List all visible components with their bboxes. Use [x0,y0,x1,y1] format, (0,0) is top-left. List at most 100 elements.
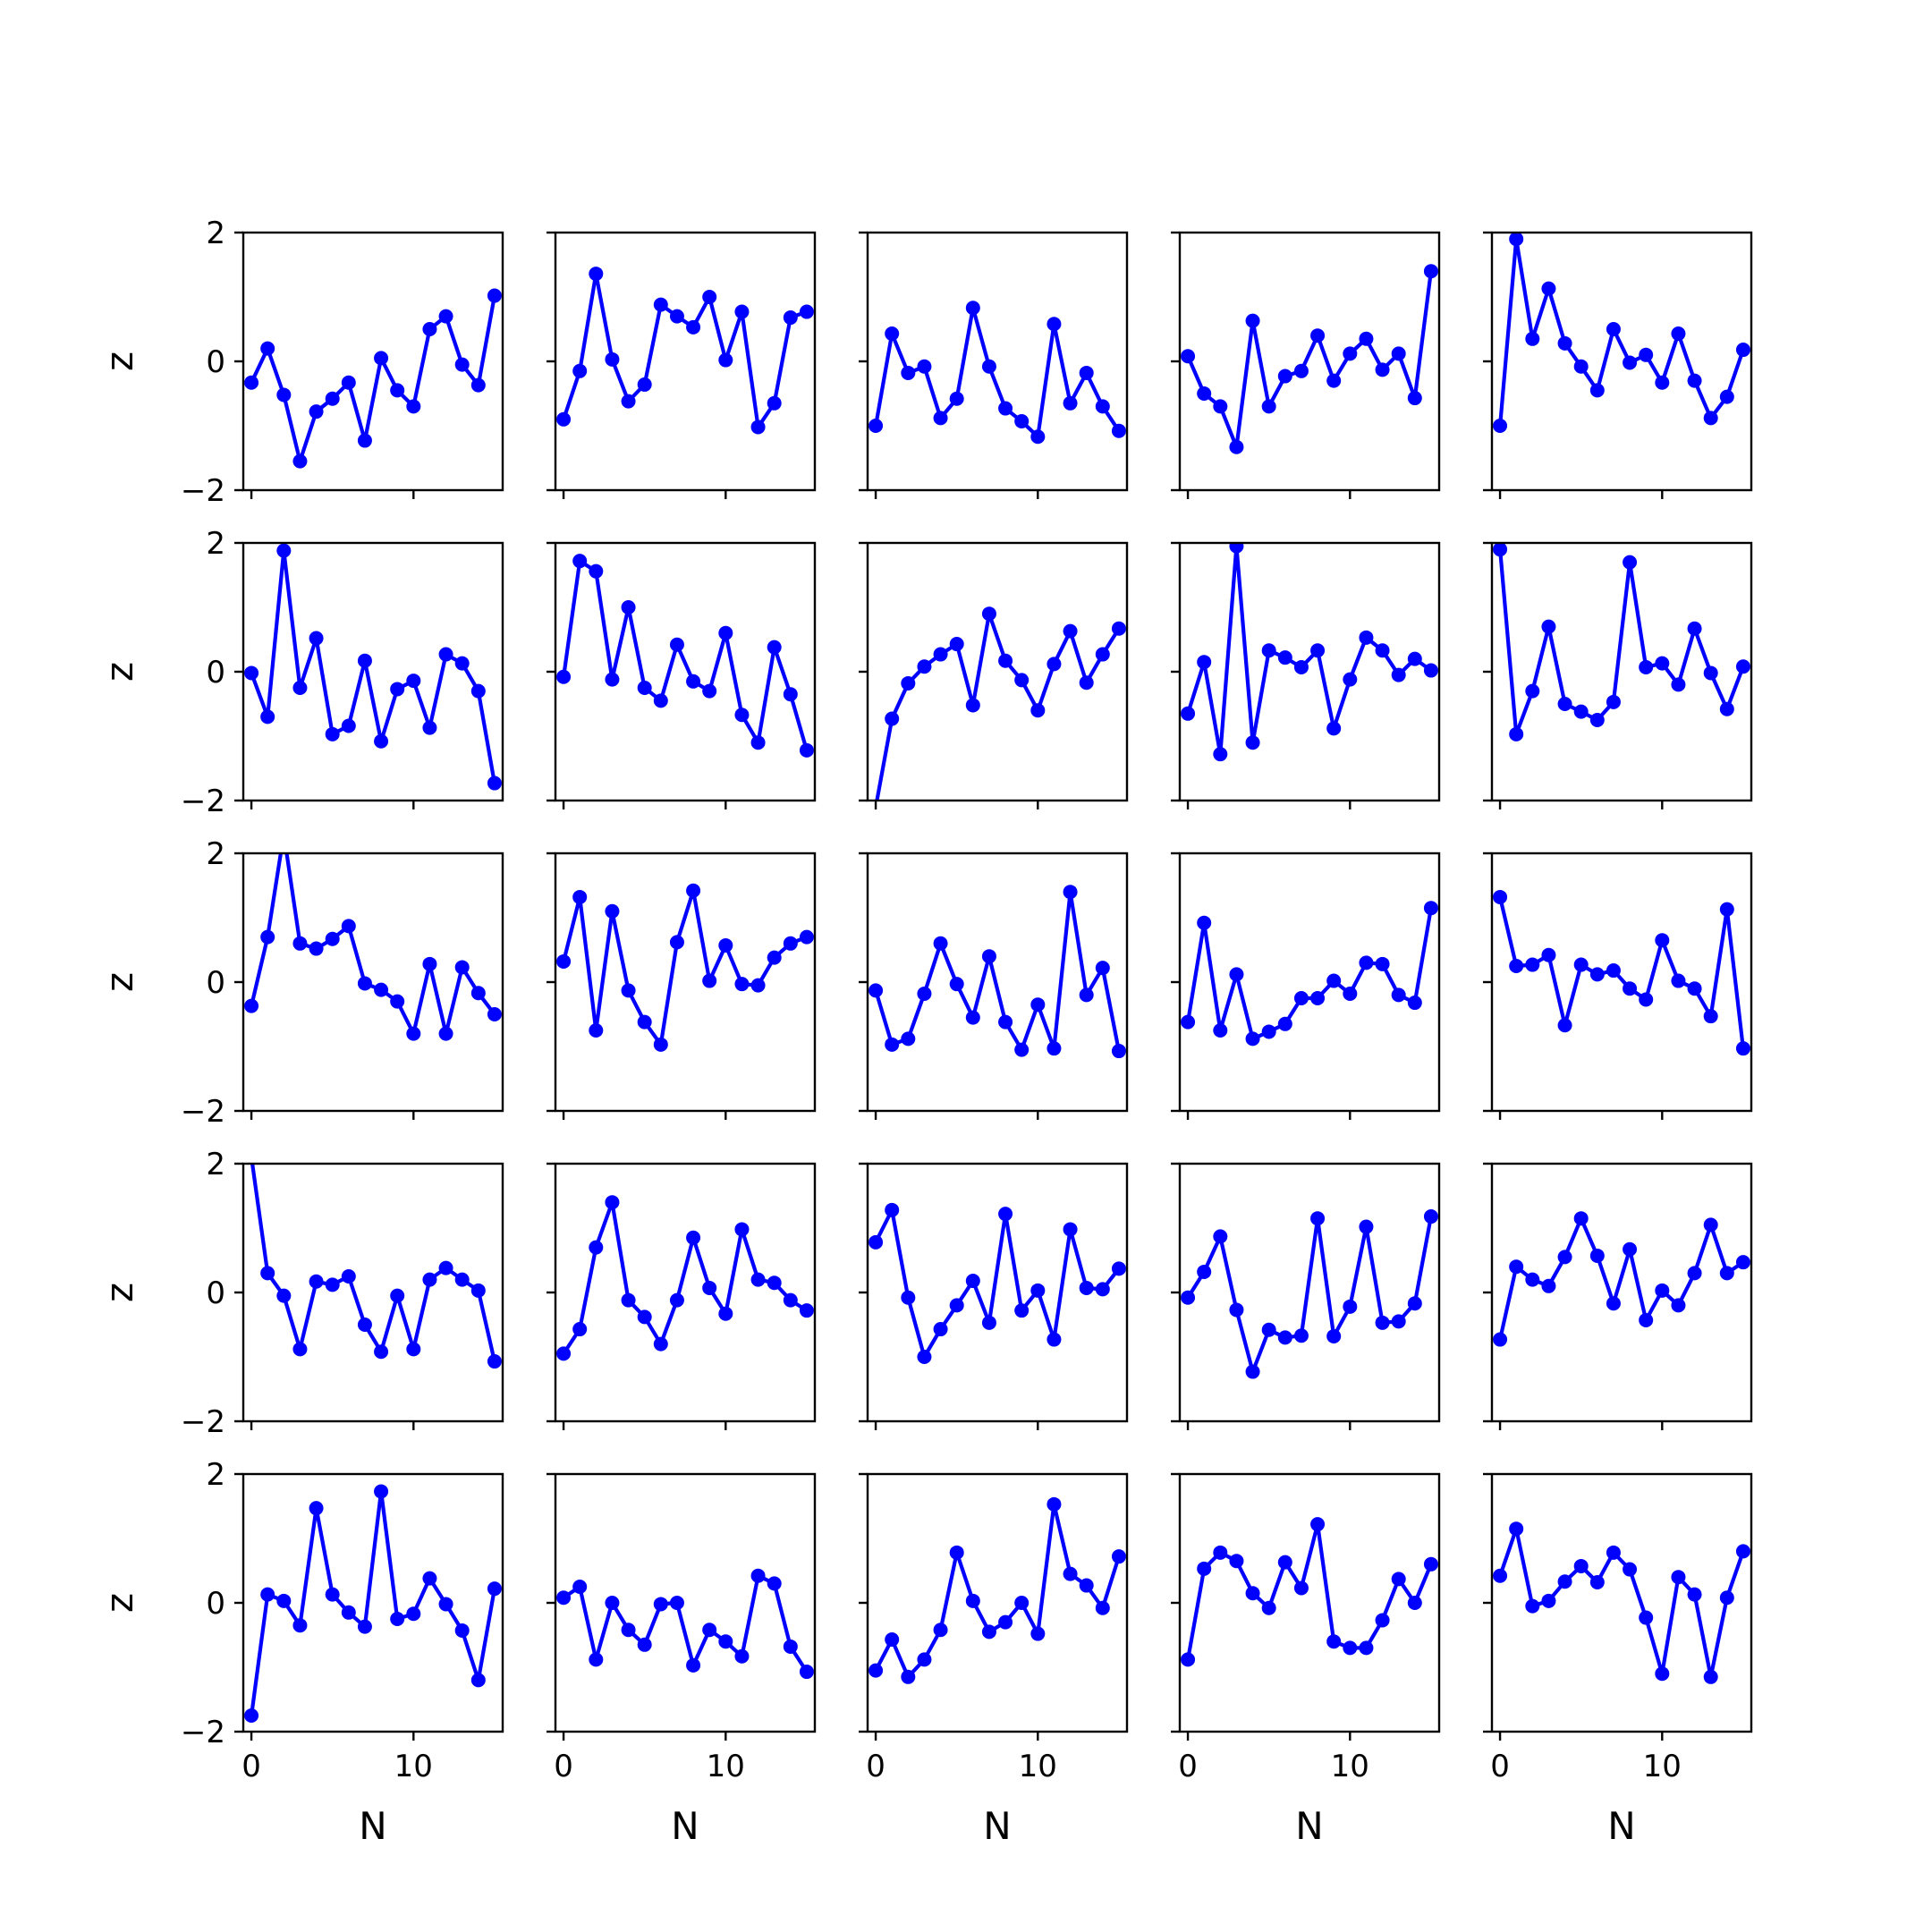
series-line [562,888,808,1046]
y-axis-label: z [97,352,141,371]
data-point [1030,997,1046,1013]
data-point [1541,947,1556,962]
data-point [325,726,340,741]
data-point [917,986,932,1001]
data-point [1326,1328,1342,1343]
data-point [949,391,964,406]
data-point [325,1587,340,1602]
data-point [470,377,486,393]
data-point [260,341,275,356]
y-tick-label: 0 [206,1275,225,1311]
data-point [1310,991,1326,1005]
data-point [1229,543,1244,554]
data-point [406,674,421,689]
data-point [702,973,717,988]
data-point [1687,1587,1702,1602]
data-point [357,653,372,668]
subplot-r5-c5: 0 10N [1483,1472,1753,1848]
data-point [885,1202,900,1217]
data-point [1245,1364,1260,1379]
series-line [1186,544,1433,757]
data-point [783,936,798,951]
data-point [1671,973,1686,988]
data-point [702,1280,717,1295]
data-point [1310,1211,1326,1226]
data-point [1014,673,1030,688]
data-point [637,1309,652,1325]
series-layer [1181,1517,1438,1667]
data-point [669,935,684,950]
data-point [1557,1250,1572,1265]
data-point [981,949,996,964]
data-point [1391,1572,1406,1587]
series-layer [556,883,814,1052]
data-point [1623,555,1638,570]
series-line [250,1489,496,1716]
y-tick-label: −2 [181,1715,225,1750]
subplot-r5-c2: 0 10N [547,1472,817,1848]
data-point [869,1234,884,1250]
data-point [869,419,884,433]
data-point [949,977,964,992]
data-point [325,1277,340,1292]
y-tick-label: 2 [206,216,225,251]
series-layer [244,853,502,1041]
data-point [1293,991,1309,1005]
data-point [1525,331,1540,346]
data-point [1541,1278,1556,1293]
x-axis-label: N [671,1804,699,1848]
x-tick-label: 0 [866,1749,886,1784]
subplot-r2-c4 [1171,541,1441,809]
data-point [653,1037,668,1052]
data-point [750,1568,766,1583]
data-point [292,453,308,469]
series-line [874,306,1121,439]
data-point [1719,902,1734,917]
data-point [1197,655,1212,670]
data-point [1573,359,1589,374]
data-point [1541,281,1556,296]
data-point [734,708,750,723]
series-line [874,1502,1121,1679]
data-point [292,1618,308,1633]
y-tick-label: 2 [206,526,225,562]
data-point [1213,1229,1228,1244]
data-point [260,709,275,724]
subplot-r4-c2 [547,1162,817,1430]
data-point [1030,1283,1046,1298]
data-point [260,1587,275,1602]
data-point [1326,721,1342,736]
series-line [874,890,1121,1052]
data-point [438,309,453,324]
data-point [1623,1562,1638,1577]
series-line [562,272,808,429]
subplot-r4-c1: −2 0 2 z [97,1147,504,1440]
data-point [589,1652,604,1667]
data-point [1014,1042,1030,1057]
data-point [438,1597,453,1612]
data-point [1735,343,1750,358]
data-point [1197,1561,1212,1576]
data-point [1719,701,1734,716]
data-point [981,1315,996,1330]
data-point [718,352,733,368]
data-point [1407,651,1422,666]
data-point [653,1336,668,1352]
data-point [572,554,588,569]
x-tick-label: 0 [554,1749,573,1784]
data-point [1391,1314,1406,1329]
y-tick-label: −2 [181,1404,225,1440]
data-point [1407,996,1422,1011]
series-layer [244,288,502,469]
data-point [406,399,421,414]
data-point [686,319,701,335]
data-point [470,1673,486,1688]
data-point [799,742,814,758]
data-point [621,600,636,614]
data-point [885,1632,900,1648]
data-point [965,301,980,316]
data-point [1606,322,1621,336]
data-point [1359,955,1374,970]
data-point [1063,885,1078,900]
